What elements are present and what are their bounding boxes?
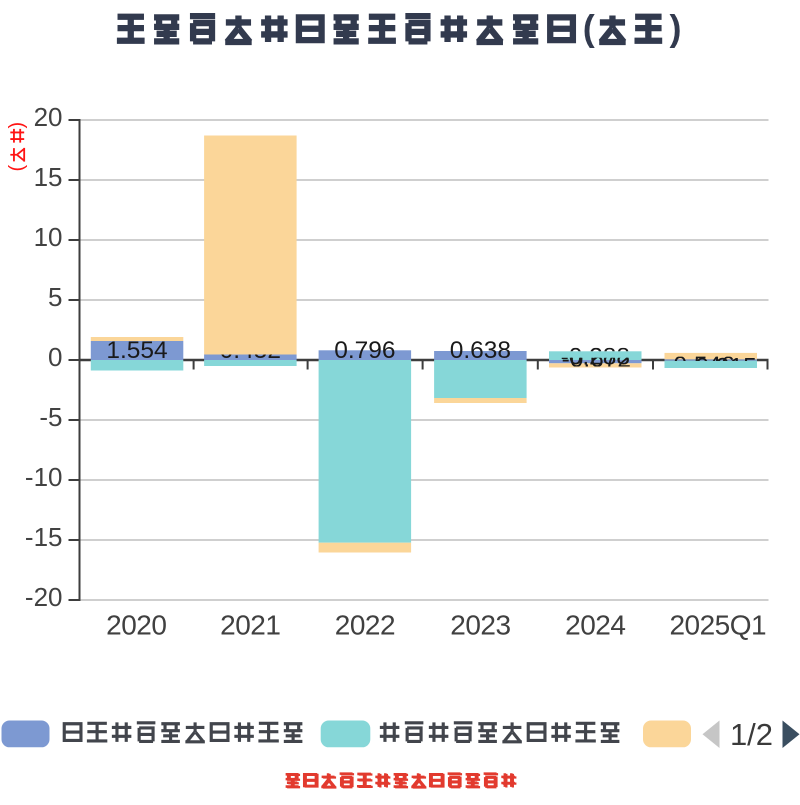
- svg-text:1/2: 1/2: [730, 717, 773, 752]
- svg-text:): ): [6, 122, 28, 129]
- svg-text:5: 5: [48, 282, 62, 312]
- svg-text:-0.672: -0.672: [562, 346, 631, 373]
- svg-text:0.638: 0.638: [450, 337, 511, 364]
- svg-text:0.452: 0.452: [220, 337, 281, 364]
- svg-text:15: 15: [34, 162, 63, 192]
- svg-text:2020: 2020: [106, 610, 166, 641]
- svg-text:-15: -15: [25, 522, 63, 552]
- svg-text:-20: -20: [25, 582, 63, 612]
- svg-text:2024: 2024: [565, 610, 625, 641]
- svg-text:-0.546: -0.546: [665, 352, 734, 379]
- svg-text:): ): [670, 8, 682, 49]
- svg-text:10: 10: [34, 222, 63, 252]
- svg-text:20: 20: [34, 102, 63, 132]
- svg-text:0: 0: [48, 342, 62, 372]
- svg-text:-0.915: -0.915: [687, 353, 756, 380]
- svg-text:-0.288: -0.288: [561, 344, 630, 371]
- svg-text:2022: 2022: [335, 610, 395, 641]
- svg-text:2023: 2023: [450, 610, 510, 641]
- svg-text:(: (: [6, 165, 28, 172]
- svg-text:2021: 2021: [220, 610, 280, 641]
- svg-text:(: (: [583, 8, 595, 49]
- svg-text:-10: -10: [25, 462, 63, 492]
- svg-text:-0.288: -0.288: [561, 344, 630, 371]
- svg-text:-5: -5: [39, 402, 62, 432]
- svg-text:1.554: 1.554: [106, 337, 167, 364]
- svg-text:0.796: 0.796: [334, 337, 395, 364]
- svg-text:2025Q1: 2025Q1: [669, 610, 766, 641]
